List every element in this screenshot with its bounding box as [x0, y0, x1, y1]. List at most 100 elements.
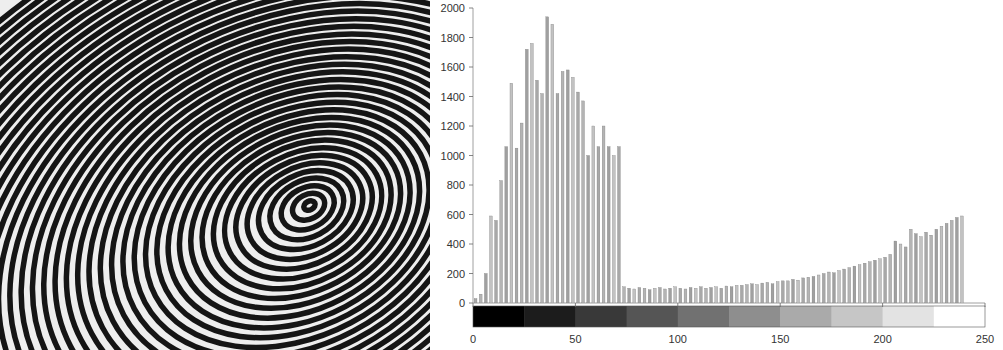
- x-tick: [882, 303, 883, 307]
- y-tick: [469, 244, 473, 245]
- histogram-bar: [500, 181, 503, 303]
- histogram-bar: [582, 101, 585, 303]
- fingerprint-ridge: [0, 0, 430, 350]
- histogram-bar: [577, 92, 580, 303]
- fingerprint-ridge: [0, 0, 430, 350]
- histogram-bar: [725, 286, 728, 303]
- histogram-bar: [827, 272, 830, 303]
- fingerprint-ridge: [0, 0, 430, 350]
- fingerprint-ridge: [0, 0, 430, 350]
- y-ticks: 0200400600800100012001400160018002000: [441, 2, 473, 309]
- histogram-bar: [520, 123, 523, 303]
- bars: [474, 17, 963, 303]
- histogram-bar: [955, 217, 958, 303]
- x-tick-label: 150: [771, 333, 789, 345]
- x-ticks: 050100150200250: [470, 303, 994, 345]
- histogram-bar: [879, 259, 882, 303]
- y-tick-label: 1200: [441, 120, 465, 132]
- histogram-bar: [684, 289, 687, 303]
- fingerprint-ridge: [302, 199, 317, 212]
- histogram-bar: [715, 287, 718, 303]
- histogram-bar: [786, 281, 789, 303]
- y-tick: [469, 273, 473, 274]
- histogram-bar: [781, 281, 784, 303]
- histogram-bar: [961, 216, 964, 303]
- fingerprint-ridge: [274, 177, 342, 239]
- histogram-bar: [536, 80, 539, 303]
- y-tick: [469, 96, 473, 97]
- x-tick-label: 50: [569, 333, 581, 345]
- histogram-bar: [771, 284, 774, 303]
- fingerprint-ridge: [0, 0, 430, 350]
- histogram-bar: [648, 290, 651, 303]
- histogram-bar: [909, 229, 912, 303]
- gray-strip-frame: [473, 306, 985, 327]
- histogram-bar: [597, 147, 600, 303]
- histogram-bar: [843, 269, 846, 303]
- histogram-bar: [669, 288, 672, 303]
- y-tick-label: 2000: [441, 2, 465, 14]
- y-tick-label: 1600: [441, 61, 465, 73]
- y-tick: [469, 67, 473, 68]
- histogram-bar: [525, 49, 528, 303]
- histogram-bar: [797, 280, 800, 303]
- fingerprint-ridge: [0, 0, 430, 350]
- histogram-bar: [940, 226, 943, 303]
- histogram-bar: [838, 271, 841, 303]
- histogram-bar: [679, 288, 682, 303]
- histogram-bar: [607, 147, 610, 303]
- histogram-bar: [730, 287, 733, 303]
- gray-step: [627, 306, 679, 327]
- histogram-bar: [674, 287, 677, 303]
- fingerprint-ridge: [0, 0, 430, 350]
- x-tick: [473, 303, 474, 307]
- histogram-bar: [495, 220, 498, 303]
- histogram-bar: [802, 278, 805, 303]
- histogram-bar: [740, 285, 743, 303]
- histogram-bar: [643, 288, 646, 303]
- histogram-bar: [541, 94, 544, 303]
- histogram-bar: [858, 265, 861, 303]
- gray-step: [575, 306, 627, 327]
- histogram-bar: [848, 268, 851, 303]
- y-tick: [469, 185, 473, 186]
- histogram-bar: [822, 274, 825, 304]
- y-tick: [469, 126, 473, 127]
- histogram-bar: [551, 24, 554, 303]
- histogram-bar: [904, 247, 907, 303]
- histogram-bar: [556, 94, 559, 303]
- y-tick-label: 800: [447, 179, 465, 191]
- gray-step: [934, 306, 986, 327]
- histogram-bar: [653, 288, 656, 303]
- x-tick-label: 200: [873, 333, 891, 345]
- y-tick-label: 1800: [441, 32, 465, 44]
- histogram-bar: [612, 156, 615, 304]
- histogram-bar: [884, 257, 887, 303]
- x-tick-label: 0: [470, 333, 476, 345]
- histogram-bar: [817, 275, 820, 303]
- y-tick-label: 200: [447, 268, 465, 280]
- y-tick: [469, 214, 473, 215]
- fingerprint-ridge: [0, 0, 430, 350]
- histogram-bar: [689, 288, 692, 303]
- histogram-bar: [920, 237, 923, 303]
- y-tick-label: 1000: [441, 150, 465, 162]
- histogram-bar: [853, 266, 856, 303]
- gray-step: [780, 306, 832, 327]
- histogram-bar: [479, 294, 482, 303]
- gray-step: [678, 306, 730, 327]
- x-tick: [985, 303, 986, 307]
- histogram-bar: [505, 147, 508, 303]
- x-tick: [780, 303, 781, 307]
- y-tick-label: 0: [459, 297, 465, 309]
- figure: 0200400600800100012001400160018002000050…: [0, 0, 1003, 350]
- histogram-bar: [694, 288, 697, 303]
- histogram-bar: [894, 241, 897, 303]
- histogram-bar: [914, 234, 917, 303]
- x-axis-line: [473, 303, 985, 304]
- fingerprint-ridge: [0, 0, 430, 350]
- histogram-bar: [710, 288, 713, 303]
- y-tick-label: 1400: [441, 91, 465, 103]
- histogram-bar: [945, 223, 948, 303]
- histogram-bar: [863, 263, 866, 303]
